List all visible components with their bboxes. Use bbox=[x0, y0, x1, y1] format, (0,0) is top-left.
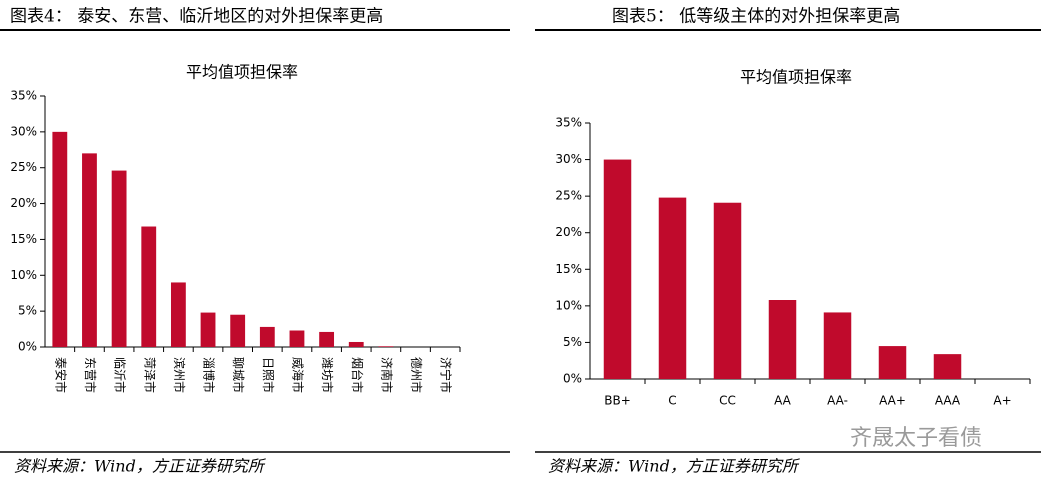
caption: 图表4： 泰安、东营、临沂地区的对外担保率更高 bbox=[10, 7, 383, 27]
bar bbox=[230, 314, 246, 347]
x-tick-label: A+ bbox=[993, 394, 1011, 408]
bar bbox=[933, 354, 962, 379]
x-tick-label: 威海市 bbox=[290, 357, 305, 393]
bar bbox=[200, 312, 216, 347]
bar bbox=[878, 346, 907, 379]
bar bbox=[111, 170, 127, 347]
bar bbox=[259, 326, 275, 347]
x-tick-label: 日照市 bbox=[261, 357, 276, 393]
bar bbox=[378, 346, 394, 347]
bar bbox=[348, 341, 364, 347]
x-tick-label: 东营市 bbox=[83, 357, 98, 393]
x-tick-label: 烟台市 bbox=[350, 357, 365, 393]
y-tick-label: 10% bbox=[555, 298, 582, 312]
x-tick-label: C bbox=[668, 394, 676, 408]
x-tick-label: AA bbox=[774, 394, 792, 408]
x-tick-label: 济宁市 bbox=[439, 357, 454, 393]
bar bbox=[289, 330, 305, 347]
y-tick-label: 5% bbox=[563, 335, 582, 349]
y-tick-label: 10% bbox=[10, 268, 37, 282]
bar bbox=[768, 300, 797, 379]
x-tick-label: AA+ bbox=[879, 394, 906, 408]
bar bbox=[141, 226, 157, 347]
y-tick-label: 15% bbox=[555, 262, 582, 276]
y-tick-label: 25% bbox=[10, 160, 37, 174]
bar bbox=[603, 159, 632, 379]
x-tick-label: 泰安市 bbox=[53, 357, 68, 393]
y-tick-label: 20% bbox=[10, 196, 37, 210]
y-tick-label: 5% bbox=[18, 304, 37, 318]
y-tick-label: 25% bbox=[555, 189, 582, 203]
watermark: 齐晟太子看债 bbox=[850, 426, 982, 451]
y-tick-label: 35% bbox=[555, 116, 582, 130]
x-tick-label: 潍坊市 bbox=[320, 357, 335, 393]
bar bbox=[82, 153, 97, 347]
x-tick-label: 淄博市 bbox=[202, 357, 217, 393]
y-tick-label: 30% bbox=[555, 152, 582, 166]
x-tick-label: CC bbox=[719, 394, 736, 408]
source: 资料来源：Wind，方正证券研究所 bbox=[548, 457, 801, 476]
y-tick-label: 15% bbox=[10, 232, 37, 246]
y-tick-label: 0% bbox=[563, 372, 582, 386]
x-tick-label: BB+ bbox=[604, 394, 631, 408]
bar bbox=[170, 282, 186, 347]
bar bbox=[52, 131, 68, 347]
chart-title: 平均值项担保率 bbox=[186, 63, 298, 82]
x-tick-label: 德州市 bbox=[409, 357, 424, 393]
y-tick-label: 0% bbox=[18, 340, 37, 354]
y-tick-label: 35% bbox=[10, 89, 37, 103]
chart-title: 平均值项担保率 bbox=[740, 68, 852, 87]
bar bbox=[658, 197, 687, 379]
y-tick-label: 30% bbox=[10, 124, 37, 138]
bar bbox=[823, 312, 852, 379]
bar bbox=[319, 331, 335, 347]
x-tick-label: 济南市 bbox=[379, 357, 394, 393]
x-tick-label: AAA bbox=[935, 394, 961, 408]
x-tick-label: AA- bbox=[827, 394, 848, 408]
source: 资料来源：Wind，方正证券研究所 bbox=[14, 457, 267, 476]
caption: 图表5： 低等级主体的对外担保率更高 bbox=[612, 7, 900, 27]
x-tick-label: 滨州市 bbox=[172, 357, 187, 393]
x-tick-label: 菏泽市 bbox=[142, 357, 157, 393]
x-tick-label: 临沂市 bbox=[113, 357, 128, 393]
y-tick-label: 20% bbox=[555, 225, 582, 239]
bar bbox=[713, 202, 742, 379]
x-tick-label: 聊城市 bbox=[231, 357, 246, 393]
